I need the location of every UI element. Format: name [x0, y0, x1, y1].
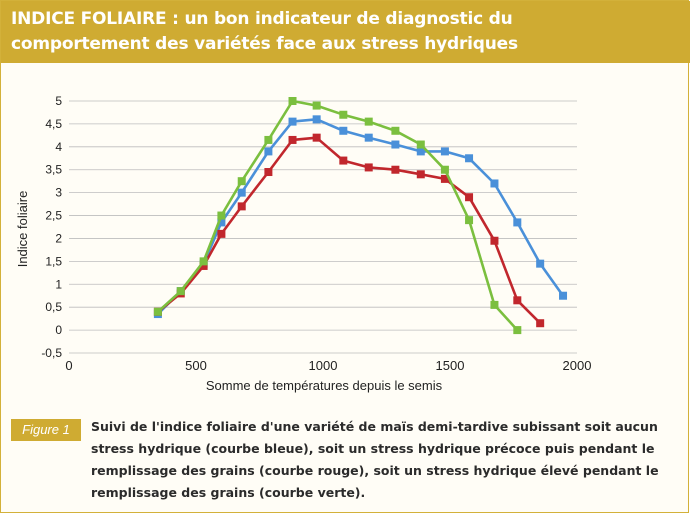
data-point: [288, 135, 297, 144]
x-axis-label: Somme de températures depuis le semis: [206, 378, 443, 393]
leaf-index-chart: -0,500,511,522,533,544,550 500 1000 1500 200…: [15, 94, 591, 393]
data-point: [440, 147, 449, 156]
data-point: [339, 126, 348, 135]
x-tick-label: 1500: [436, 358, 465, 373]
data-point: [339, 156, 348, 165]
data-point: [264, 168, 273, 177]
series-1: [153, 115, 568, 319]
data-point: [391, 140, 400, 149]
series-3: [153, 97, 522, 335]
series-line: [156, 117, 565, 316]
data-point: [364, 133, 373, 142]
data-point: [465, 216, 474, 225]
grid-lines: [69, 100, 577, 354]
data-point: [339, 110, 348, 119]
axes: -0,500,511,522,533,544,550 500 1000 1500 200…: [41, 94, 591, 373]
data-point: [490, 236, 499, 245]
series-line: [157, 99, 519, 331]
data-point: [364, 163, 373, 172]
figure-header: INDICE FOLIAIRE : un bon indicateur de d…: [1, 1, 690, 63]
y-tick-label: 1,5: [45, 254, 62, 268]
y-tick-label: 3,5: [45, 163, 62, 177]
data-point: [312, 101, 321, 110]
x-tick-label: 2000: [563, 358, 592, 373]
data-point: [237, 188, 246, 197]
y-tick-label: 0: [55, 323, 62, 337]
y-tick-label: 2,5: [45, 209, 62, 223]
y-tick-label: 3: [55, 186, 62, 200]
y-tick-label: 5: [55, 94, 62, 108]
data-point: [264, 135, 273, 144]
y-axis-label: Indice foliaire: [15, 191, 30, 268]
data-point: [217, 229, 226, 238]
data-point: [416, 170, 425, 179]
data-point: [513, 218, 522, 227]
x-tick-label: 0: [65, 358, 72, 373]
x-tick-label: 1000: [309, 358, 338, 373]
data-point: [217, 211, 226, 220]
data-point: [465, 193, 474, 202]
data-point: [536, 319, 545, 328]
series-2: [153, 133, 545, 328]
y-tick-label: 1: [55, 277, 62, 291]
data-point: [536, 259, 545, 268]
x-tick-label: 500: [185, 358, 207, 373]
data-point: [513, 296, 522, 305]
data-point: [391, 126, 400, 135]
data-point: [490, 300, 499, 309]
data-point: [237, 202, 246, 211]
series-layer: [153, 97, 568, 335]
data-point: [440, 165, 449, 174]
data-point: [288, 117, 297, 126]
y-tick-label: 4,5: [45, 117, 62, 131]
data-point: [312, 115, 321, 124]
data-point: [264, 147, 273, 156]
data-point: [199, 261, 208, 270]
data-point: [153, 307, 162, 316]
data-point: [416, 140, 425, 149]
data-point: [465, 154, 474, 163]
figure-label: Figure 1: [11, 419, 81, 441]
data-point: [559, 291, 568, 300]
data-point: [440, 174, 449, 183]
data-point: [199, 257, 208, 266]
data-point: [391, 165, 400, 174]
y-tick-label: -0,5: [41, 346, 62, 360]
data-point: [176, 287, 185, 296]
data-point: [237, 177, 246, 186]
caption-text: Suivi de l'indice foliaire d'une variété…: [91, 419, 659, 500]
y-tick-label: 0,5: [45, 300, 62, 314]
data-point: [217, 218, 226, 227]
data-point: [490, 179, 499, 188]
y-tick-label: 4: [55, 140, 62, 154]
data-point: [312, 133, 321, 142]
data-point: [513, 326, 522, 335]
header-title-line-2: comportement des variétés face aux stres…: [11, 34, 518, 54]
data-point: [416, 147, 425, 156]
data-point: [288, 97, 297, 105]
header-title-line-1: INDICE FOLIAIRE : un bon indicateur de d…: [11, 9, 513, 29]
data-point: [364, 117, 373, 126]
y-tick-label: 2: [55, 231, 62, 245]
